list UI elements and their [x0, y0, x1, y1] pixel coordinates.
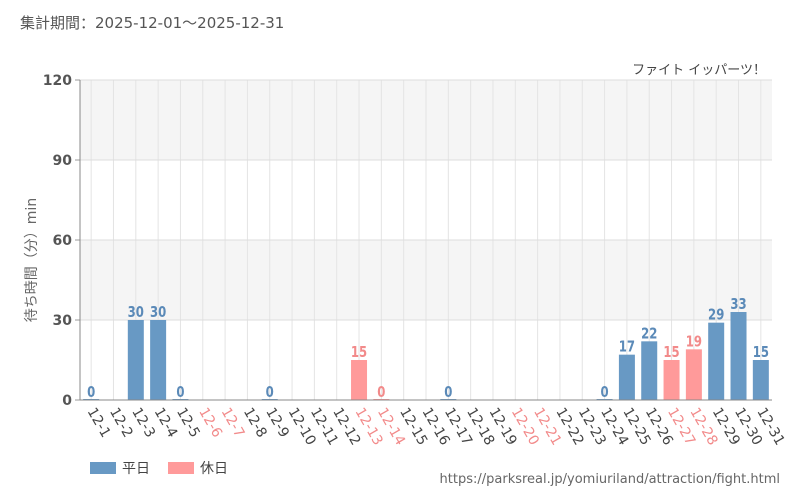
data-label-12-17: 0 — [444, 385, 452, 402]
legend-label-weekday: 平日 — [122, 461, 150, 477]
data-label-12-5: 0 — [176, 385, 184, 402]
y-axis-label: 待ち時間（分）min — [24, 198, 40, 322]
x-tick-labels: 12-112-212-312-412-512-612-712-812-912-1… — [84, 405, 788, 448]
y-tick-label: 30 — [53, 313, 73, 329]
data-label-12-13: 15 — [351, 345, 367, 362]
data-label-12-30: 33 — [730, 297, 746, 314]
bar-12-25 — [618, 354, 635, 400]
y-tick-label: 60 — [53, 233, 73, 249]
y-tick-label: 90 — [53, 153, 73, 169]
source-url[interactable]: https://parksreal.jp/yomiuriland/attract… — [439, 472, 780, 487]
data-label-12-3: 30 — [128, 305, 144, 322]
bar-12-26 — [641, 341, 658, 400]
data-label-12-29: 29 — [708, 307, 724, 324]
holiday-swatch — [168, 462, 194, 474]
bar-12-4 — [150, 320, 167, 400]
bar-12-30 — [730, 312, 747, 400]
data-label-12-4: 30 — [150, 305, 166, 322]
bar-12-27 — [663, 360, 680, 400]
data-label-12-9: 0 — [266, 385, 274, 402]
data-label-12-14: 0 — [377, 385, 385, 402]
bar-12-31 — [752, 360, 769, 400]
chart-title: ファイト イッパーツ！ — [632, 63, 766, 78]
bar-12-13 — [351, 360, 368, 400]
period-label: 集計期間：2025-12-01～2025-12-31 — [20, 14, 285, 32]
data-label-12-27: 15 — [663, 345, 679, 362]
bars — [83, 312, 769, 400]
data-label-12-31: 15 — [753, 345, 769, 362]
bar-12-28 — [685, 349, 702, 400]
y-tick-label: 0 — [62, 393, 72, 409]
legend-label-holiday: 休日 — [200, 461, 228, 477]
data-label-12-25: 17 — [619, 339, 635, 356]
bar-12-29 — [708, 322, 725, 400]
y-tick-labels: 0 30 60 90 120 — [43, 73, 72, 409]
data-label-12-26: 22 — [641, 326, 657, 343]
data-labels: 0 30 30 0 0 15 0 0 0 17 22 15 19 29 33 15 — [87, 297, 769, 402]
legend-item-weekday[interactable]: 平日 — [90, 458, 150, 478]
data-label-12-1: 0 — [87, 385, 95, 402]
data-label-12-24: 0 — [601, 385, 609, 402]
legend: 平日 休日 — [90, 458, 228, 478]
y-tick-label: 120 — [43, 73, 72, 89]
weekday-swatch — [90, 462, 116, 474]
legend-item-holiday[interactable]: 休日 — [168, 458, 228, 478]
data-label-12-28: 19 — [686, 334, 702, 351]
bar-12-3 — [127, 320, 144, 400]
